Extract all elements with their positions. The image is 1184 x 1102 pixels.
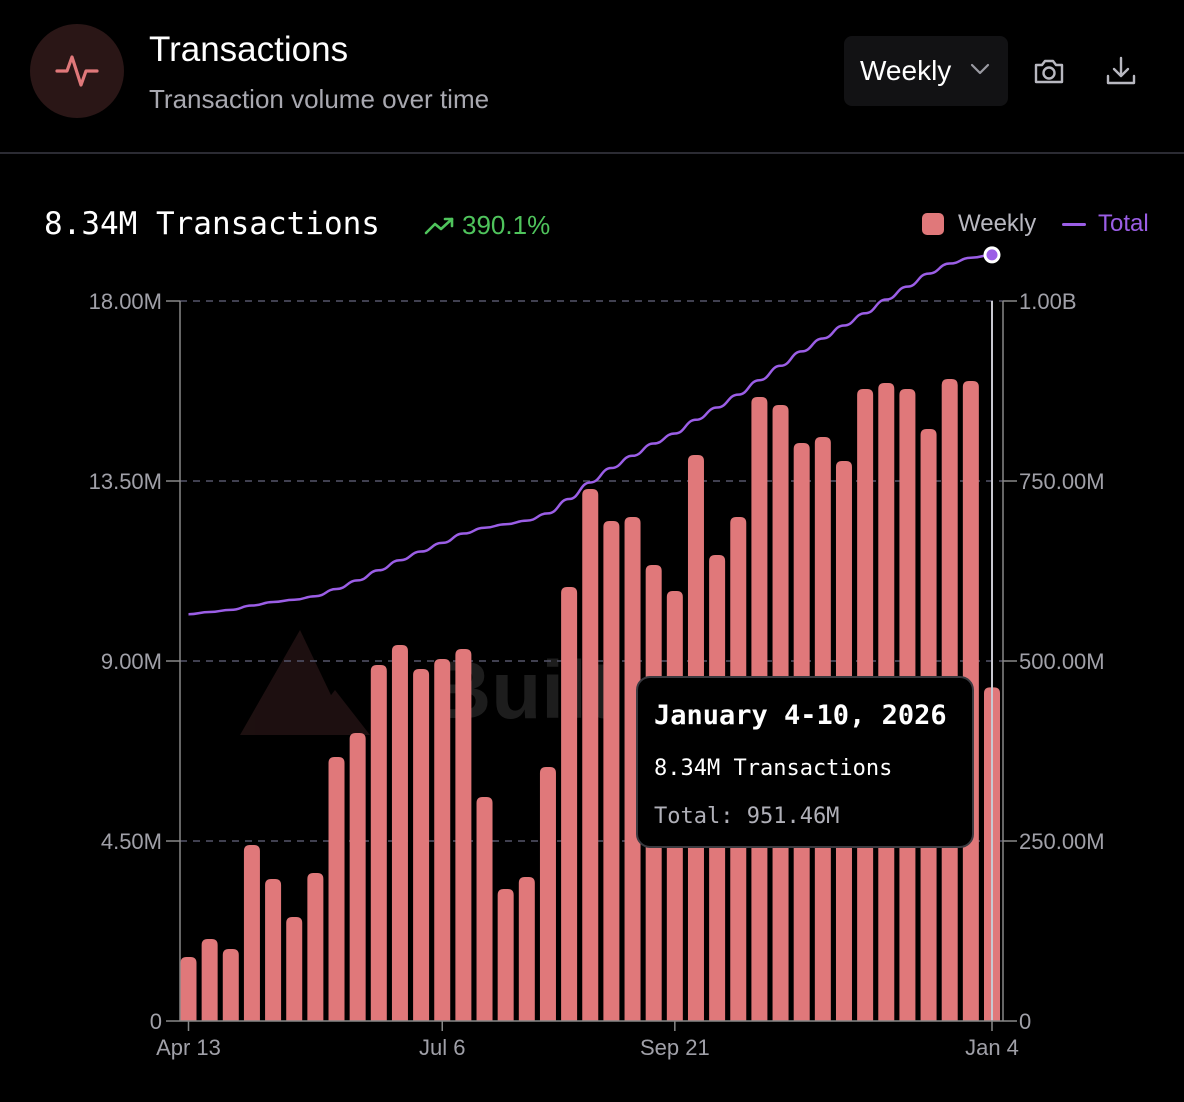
legend-weekly-label: Weekly (958, 210, 1037, 237)
chevron-down-icon (970, 63, 990, 75)
y-tick-label: 13.50M (89, 469, 162, 494)
bar (391, 645, 408, 1021)
bar (286, 917, 303, 1021)
legend-weekly[interactable]: Weekly (922, 210, 1036, 238)
page-subtitle: Transaction volume over time (149, 84, 490, 114)
legend-total-label: Total (1098, 210, 1149, 237)
bar (624, 517, 641, 1021)
bar (434, 659, 451, 1021)
legend-line-swatch (1062, 222, 1086, 226)
x-tick-label: Apr 13 (156, 1035, 221, 1060)
screenshot-button[interactable] (1032, 54, 1066, 93)
download-icon (1106, 56, 1136, 85)
y2-tick-label: 0 (1019, 1009, 1031, 1034)
x-tick-label: Jan 4 (965, 1035, 1019, 1060)
x-tick-label: Jul 6 (419, 1035, 465, 1060)
logo-badge (30, 24, 124, 118)
trending-up-icon (424, 217, 454, 234)
period-select[interactable]: Weekly (844, 36, 1008, 106)
chart-header: Transactions Transaction volume over tim… (0, 0, 1184, 154)
bar (349, 733, 366, 1021)
y-tick-label: 0 (150, 1009, 162, 1034)
bar (603, 521, 620, 1021)
y2-tick-label: 1.00B (1019, 289, 1077, 314)
y2-tick-label: 750.00M (1019, 469, 1105, 494)
bar (455, 649, 472, 1021)
bar (307, 873, 324, 1021)
legend-total[interactable]: Total (1062, 210, 1149, 238)
change-value: 390.1% (462, 210, 551, 240)
change-badge: 390.1% (424, 210, 550, 241)
y2-tick-label: 250.00M (1019, 829, 1105, 854)
tooltip-title: January 4-10, 2026 (654, 700, 947, 731)
y-tick-label: 18.00M (89, 289, 162, 314)
bar (582, 489, 599, 1021)
bar (370, 665, 387, 1021)
legend-bar-swatch (922, 213, 944, 235)
period-select-label: Weekly (860, 55, 952, 86)
total-line (188, 253, 993, 616)
total-line-marker (983, 246, 1001, 264)
bar (561, 587, 578, 1021)
bar (201, 939, 218, 1021)
camera-icon (1034, 59, 1064, 84)
y-tick-label: 9.00M (101, 649, 162, 674)
bar (539, 767, 556, 1021)
bar (265, 879, 282, 1021)
bar (497, 889, 514, 1021)
summary-headline: 8.34M Transactions (44, 206, 380, 242)
bar (243, 845, 260, 1021)
bar (180, 957, 197, 1021)
activity-icon (55, 55, 99, 87)
tooltip-total: Total: 951.46M (654, 804, 840, 829)
download-button[interactable] (1104, 54, 1138, 93)
y2-tick-label: 500.00M (1019, 649, 1105, 674)
page-title: Transactions (149, 30, 349, 69)
bar (222, 949, 239, 1021)
y-tick-label: 4.50M (101, 829, 162, 854)
x-tick-label: Sep 21 (640, 1035, 710, 1060)
bar (518, 877, 535, 1021)
tooltip-value: 8.34M Transactions (654, 756, 893, 781)
bar (413, 669, 430, 1021)
tooltip: January 4-10, 2026 8.34M Transactions To… (636, 676, 974, 848)
bar (328, 757, 345, 1021)
bar (476, 797, 493, 1021)
